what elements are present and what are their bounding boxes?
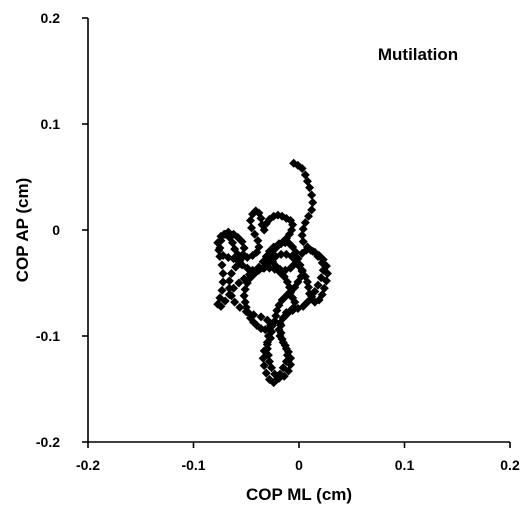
data-point-marker	[257, 220, 267, 230]
y-tick-label: 0	[52, 222, 60, 238]
data-point-marker	[230, 297, 240, 307]
data-point-marker	[291, 247, 301, 257]
data-point-marker	[240, 297, 250, 307]
y-tick-label: 0.2	[41, 10, 61, 26]
x-tick-label: 0.2	[500, 457, 520, 473]
y-ticks: -0.2 -0.1 0 0.1 0.2	[36, 10, 88, 450]
data-point-marker	[256, 312, 266, 322]
data-point-marker	[276, 320, 286, 330]
data-point-marker	[280, 341, 290, 351]
data-point-marker	[253, 236, 263, 246]
data-point-marker	[224, 276, 234, 286]
data-point-marker	[216, 231, 226, 241]
data-point-marker	[229, 283, 239, 293]
data-point-marker	[216, 301, 226, 311]
data-point-marker	[218, 268, 228, 278]
data-point-marker	[224, 290, 234, 300]
x-tick-label: -0.2	[76, 457, 100, 473]
data-point-marker	[278, 313, 288, 323]
data-point-marker	[214, 245, 224, 255]
data-point-marker	[303, 282, 313, 292]
data-point-marker	[297, 248, 307, 258]
data-point-marker	[226, 268, 236, 278]
x-axis-title: COP ML (cm)	[246, 485, 352, 504]
data-point-marker	[313, 280, 323, 290]
data-point-marker	[247, 223, 257, 233]
data-point-marker	[307, 205, 317, 215]
data-point-marker	[263, 331, 273, 341]
data-point-marker	[303, 211, 313, 221]
data-point-marker	[276, 249, 286, 259]
data-point-marker	[217, 285, 227, 295]
x-ticks: -0.2 -0.1 0 0.1 0.2	[76, 442, 520, 473]
data-point-marker	[298, 237, 308, 247]
data-point-marker	[297, 164, 307, 174]
data-point-marker	[234, 278, 244, 288]
data-point-marker	[239, 291, 249, 301]
data-point-marker	[262, 315, 272, 325]
y-axis-title: COP AP (cm)	[13, 178, 32, 283]
data-point-marker	[297, 265, 307, 275]
data-point-marker	[245, 215, 255, 225]
data-point-marker	[319, 283, 329, 293]
data-point-marker	[264, 374, 274, 384]
data-point-marker	[264, 356, 274, 366]
y-tick-label: -0.2	[36, 434, 60, 450]
data-point-marker	[217, 260, 227, 270]
x-tick-label: -0.1	[181, 457, 205, 473]
data-point-marker	[321, 261, 331, 271]
data-point-marker	[283, 366, 293, 376]
data-point-marker	[242, 253, 252, 263]
data-point-marker	[261, 368, 271, 378]
data-point-marker	[277, 334, 287, 344]
chart-title: Mutilation	[378, 45, 458, 64]
data-point-marker	[259, 361, 269, 371]
data-point-marker	[270, 369, 280, 379]
y-tick-label: -0.1	[36, 328, 60, 344]
data-point-marker	[276, 328, 286, 338]
data-point-marker	[298, 224, 308, 234]
axes	[87, 18, 510, 443]
data-point-marker	[262, 344, 272, 354]
data-point-marker	[305, 183, 315, 193]
data-point-marker	[235, 302, 245, 312]
y-tick-label: 0.1	[41, 116, 61, 132]
data-point-marker	[286, 353, 296, 363]
data-point-marker	[220, 296, 230, 306]
data-point-marker	[213, 238, 223, 248]
data-point-marker	[262, 337, 272, 347]
x-tick-label: 0.1	[395, 457, 415, 473]
data-point-marker	[322, 268, 332, 278]
x-tick-label: 0	[295, 457, 303, 473]
data-point-marker	[218, 277, 228, 287]
data-point-marker	[250, 229, 260, 239]
data-point-marker	[321, 276, 331, 286]
data-point-marker	[297, 230, 307, 240]
data-point-marker	[307, 190, 317, 200]
data-point-marker	[259, 263, 269, 273]
data-points	[213, 158, 332, 388]
data-point-marker	[263, 350, 273, 360]
data-point-marker	[308, 197, 318, 207]
